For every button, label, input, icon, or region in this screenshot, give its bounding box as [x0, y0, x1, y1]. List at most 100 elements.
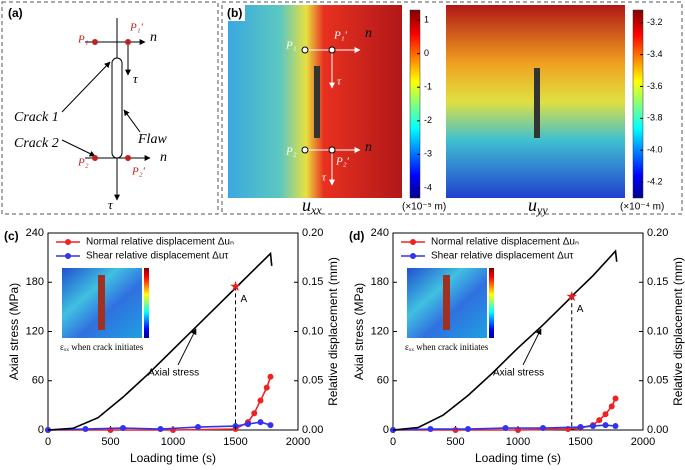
panel-label: (d)	[349, 229, 364, 243]
inset-colorbar	[144, 268, 149, 338]
x-tick-label: 0	[390, 436, 396, 448]
colorbar	[632, 9, 644, 199]
y-tick-label: 240	[26, 227, 44, 239]
marker	[257, 419, 264, 426]
colorbar-tick-label: -2	[424, 115, 432, 125]
point-label: P₁′	[129, 22, 144, 34]
x-tick-label: 0	[45, 436, 51, 448]
panel-label: (c)	[4, 229, 19, 243]
inset-crack	[98, 275, 105, 330]
point-star: ★	[565, 288, 578, 304]
x-tick-label: 2000	[631, 436, 655, 448]
y2-tick-label: 0.05	[302, 375, 323, 387]
marker	[577, 424, 584, 431]
colorbar-tick-label: -3	[424, 149, 432, 159]
point-label: A	[577, 304, 584, 315]
marker	[267, 373, 274, 380]
y-axis-title: Axial stress (MPa)	[352, 283, 366, 380]
marker	[612, 395, 619, 402]
y2-tick-label: 0.00	[302, 424, 323, 436]
marker	[251, 410, 258, 417]
tau-label: τ	[322, 172, 327, 184]
y-tick-label: 180	[371, 276, 389, 288]
y2-tick-label: 0.05	[647, 375, 668, 387]
marker	[612, 423, 619, 430]
x-tick-label: 1500	[223, 436, 247, 448]
point-label: P₂′	[335, 156, 350, 168]
y2-tick-label: 0.20	[647, 227, 668, 239]
annotation-arrow	[177, 328, 197, 366]
y-tick-label: 120	[26, 325, 44, 337]
y2-tick-label: 0.10	[302, 325, 323, 337]
unit: (×10⁻⁵ m)	[402, 202, 446, 213]
x-tick-label: 1500	[568, 436, 592, 448]
point-label: P₂	[77, 157, 89, 169]
tau-label: τ	[133, 71, 139, 86]
normal-label: n	[150, 30, 157, 45]
colorbar-tick-label: -1	[424, 82, 432, 92]
colorbar-tick-label: -4.0	[647, 145, 663, 155]
marker	[602, 411, 609, 418]
subscript: xx	[310, 203, 322, 217]
crack-label: Crack 2	[14, 136, 59, 151]
y2-axis-title: Relative displacement (mm)	[671, 257, 685, 406]
marker	[82, 426, 89, 433]
panel-frame	[1, 1, 219, 215]
subscript: yy	[536, 203, 548, 217]
legend-marker	[65, 253, 71, 259]
legend-marker	[410, 239, 416, 245]
point-label: P₁	[77, 34, 89, 46]
colorbar-tick-label: 1	[424, 14, 429, 24]
inset-colorbar	[489, 268, 494, 338]
x-tick-label: 500	[101, 436, 119, 448]
point-label: P₁′	[333, 30, 348, 42]
x-axis-title: Loading time (s)	[130, 451, 216, 465]
normal-label: n	[365, 140, 372, 155]
legend-label: Shear relative displacement Δuτ	[86, 251, 228, 262]
series-annotation: Axial stress	[493, 368, 544, 379]
marker	[263, 384, 270, 391]
colorbar-tick-label: -3.8	[647, 113, 663, 123]
marker	[602, 422, 609, 429]
marker	[245, 421, 251, 428]
y-axis-title: Axial stress (MPa)	[7, 283, 21, 380]
marker	[452, 427, 459, 433]
colorbar	[409, 9, 421, 199]
colorbar-tick-label: -4.2	[647, 176, 663, 186]
inset-caption: εₓₓ when crack initiates	[405, 342, 489, 352]
flaw	[314, 66, 320, 138]
y2-tick-label: 0.15	[647, 276, 668, 288]
marker	[427, 426, 434, 433]
marker	[232, 423, 239, 430]
unit: (×10⁻⁴ m)	[620, 202, 664, 213]
y2-axis-title: Relative displacement (mm)	[326, 257, 340, 406]
colorbar-tick-label: -3.6	[647, 81, 663, 91]
marker	[608, 403, 615, 410]
map-symbol: uyy	[528, 195, 548, 217]
point-label: A	[241, 294, 248, 305]
x-tick-label: 2000	[286, 436, 310, 448]
y-tick-label: 0	[38, 424, 44, 436]
marker	[257, 397, 264, 404]
y-tick-label: 120	[371, 325, 389, 337]
series-line	[392, 249, 618, 431]
point-star: ★	[229, 278, 242, 294]
marker	[120, 425, 126, 432]
marker	[465, 426, 471, 433]
point-label: P₂′	[131, 166, 146, 178]
crack-label: Crack 1	[14, 110, 59, 125]
schematic	[61, 18, 151, 201]
point-label: P₁	[285, 40, 297, 52]
annotation-arrow	[522, 328, 542, 366]
legend-label: Normal relative displacement Δuₙ	[431, 237, 579, 248]
symbol: u	[302, 195, 311, 215]
marker	[195, 424, 201, 431]
y2-tick-label: 0.20	[302, 227, 323, 239]
normal-label: n	[365, 26, 372, 41]
y-tick-label: 180	[26, 276, 44, 288]
normal-label: n	[160, 150, 167, 165]
points	[92, 39, 131, 161]
x-tick-label: 500	[446, 436, 464, 448]
series-line	[47, 251, 273, 431]
y2-tick-label: 0.00	[647, 424, 668, 436]
